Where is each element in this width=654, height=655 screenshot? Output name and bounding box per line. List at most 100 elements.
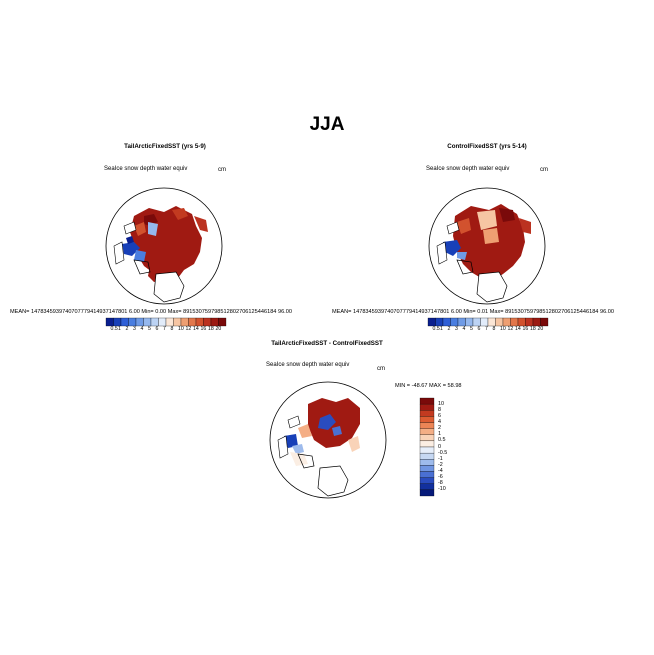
panel-1-variable: SeaIce snow depth water equiv — [104, 166, 188, 172]
colorbar-tick-label: 0.5 — [438, 437, 446, 444]
colorbar-tick-label: 12 — [185, 326, 192, 332]
main-title: JJA — [309, 114, 345, 135]
colorbar-swatch — [419, 483, 435, 491]
colorbar-swatch — [419, 446, 435, 454]
panel-2-units: cm — [540, 167, 548, 173]
colorbar-tick-label: 4 — [140, 326, 144, 332]
colorbar-swatch — [218, 317, 227, 327]
colorbar-tick-label: 20 — [215, 326, 222, 332]
colorbar-tick-label: 0 — [438, 443, 441, 450]
colorbar-tick-label: 14 — [193, 326, 199, 332]
colorbar-swatch — [419, 416, 435, 423]
colorbar-swatch — [165, 317, 174, 327]
panel-1-colorbar-labels: 0.5 1 2 3 4 5 6 7 8 10 12 14 16 18 20 — [106, 326, 226, 334]
colorbar-swatch — [419, 403, 435, 411]
colorbar-tick-label: 6 — [438, 412, 441, 419]
colorbar-tick-label: 10 — [178, 326, 184, 332]
colorbar-swatch — [419, 397, 435, 405]
colorbar-tick-label: -4 — [438, 468, 443, 474]
colorbar-swatch — [480, 317, 489, 327]
colorbar-swatch — [210, 317, 219, 327]
colorbar-swatch — [517, 317, 526, 327]
colorbar-swatch — [113, 317, 122, 327]
colorbar-swatch — [419, 459, 435, 466]
colorbar-tick-label: 6 — [477, 326, 481, 332]
colorbar-tick-label: 7 — [163, 326, 166, 332]
colorbar-swatch — [419, 471, 435, 478]
colorbar-tick-label: -8 — [438, 480, 443, 487]
colorbar-tick-label: 6 — [155, 326, 159, 332]
colorbar-tick-label: 18 — [530, 326, 536, 332]
colorbar-tick-label: -6 — [438, 474, 443, 481]
panel-2-title: ControlFixedSST (yrs 5-14) — [447, 143, 527, 150]
colorbar-tick-label: -0.5 — [438, 449, 448, 456]
colorbar-tick-label: 8 — [492, 326, 496, 332]
panel-3-colorbar — [419, 397, 435, 497]
colorbar-swatch — [419, 422, 435, 429]
colorbar-swatch — [525, 317, 534, 327]
panel-3-colorbar-labels: 10 8 6 4 2 1 0.5 0 -0.5 -1 -2 -4 -6 -8 -10 — [436, 398, 466, 496]
panel-3-units: cm — [377, 366, 385, 372]
panel-3-map — [269, 381, 387, 499]
colorbar-swatch — [419, 489, 435, 497]
panel-1-units: cm — [218, 167, 226, 173]
colorbar-tick-label: 4 — [462, 326, 466, 332]
colorbar-swatch — [419, 465, 435, 472]
colorbar-tick-label: 10 — [438, 400, 444, 407]
colorbar-tick-label: 16 — [200, 326, 207, 332]
colorbar-tick-label: 1 — [440, 326, 443, 332]
colorbar-swatch — [419, 452, 435, 460]
colorbar-swatch — [419, 434, 435, 442]
colorbar-swatch — [487, 317, 496, 327]
colorbar-swatch — [465, 317, 474, 327]
colorbar-tick-label: -1 — [438, 455, 443, 462]
panel-2-colorbar — [427, 317, 549, 327]
colorbar-tick-label: 0.5 — [110, 326, 118, 332]
colorbar-tick-label: 4 — [438, 419, 441, 425]
panel-1-stats: MEAN= 1478345939740707779414937147801 6.… — [10, 309, 292, 315]
colorbar-swatch — [173, 317, 182, 327]
colorbar-swatch — [203, 317, 212, 327]
colorbar-tick-label: 7 — [485, 326, 488, 332]
colorbar-tick-label: -10 — [438, 486, 446, 493]
colorbar-swatch — [128, 317, 137, 327]
colorbar-swatch — [143, 317, 152, 327]
panel-3-variable: SeaIce snow depth water equiv — [266, 362, 350, 368]
colorbar-swatch — [158, 317, 167, 327]
panel-1-colorbar — [105, 317, 227, 327]
colorbar-swatch — [180, 317, 189, 327]
colorbar-tick-label: 2 — [447, 326, 451, 332]
colorbar-tick-label: 1 — [438, 431, 441, 438]
colorbar-swatch — [188, 317, 197, 327]
panel-2-variable: SeaIce snow depth water equiv — [426, 166, 510, 172]
colorbar-tick-label: 3 — [133, 326, 136, 332]
colorbar-tick-label: 18 — [208, 326, 214, 332]
colorbar-swatch — [442, 317, 451, 327]
colorbar-tick-label: -2 — [438, 461, 443, 468]
colorbar-swatch — [540, 317, 549, 327]
colorbar-swatch — [435, 317, 444, 327]
panel-3-title: TailArcticFixedSST - ControlFixedSST — [271, 340, 383, 347]
colorbar-tick-label: 8 — [438, 406, 441, 413]
colorbar-swatch — [502, 317, 511, 327]
colorbar-tick-label: 1 — [118, 326, 121, 332]
panel-3-minmax: MIN = -48.67 MAX = 58.98 — [395, 383, 462, 389]
colorbar-swatch — [419, 440, 435, 448]
panel-1-title: TailArcticFixedSST (yrs 5-9) — [124, 143, 206, 150]
colorbar-swatch — [532, 317, 541, 327]
colorbar-swatch — [472, 317, 481, 327]
colorbar-swatch — [105, 317, 114, 327]
colorbar-swatch — [419, 477, 435, 484]
colorbar-tick-label: 5 — [148, 326, 151, 332]
colorbar-tick-label: 10 — [500, 326, 506, 332]
colorbar-tick-label: 14 — [515, 326, 521, 332]
colorbar-tick-label: 0.5 — [432, 326, 440, 332]
colorbar-tick-label: 5 — [470, 326, 473, 332]
colorbar-tick-label: 3 — [455, 326, 458, 332]
colorbar-swatch — [135, 317, 144, 327]
colorbar-swatch — [450, 317, 459, 327]
panel-2-colorbar-labels: 0.5 1 2 3 4 5 6 7 8 10 12 14 16 18 20 — [428, 326, 548, 334]
colorbar-tick-label: 8 — [170, 326, 174, 332]
colorbar-swatch — [419, 428, 435, 435]
colorbar-swatch — [195, 317, 204, 327]
